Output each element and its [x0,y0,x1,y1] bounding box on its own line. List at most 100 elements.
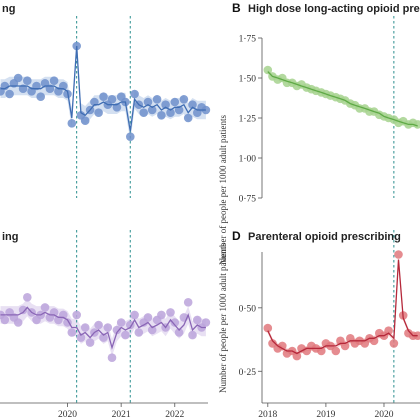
panel-b-y-tick-label: 0·75 [239,195,257,205]
panel-d-point [389,339,399,348]
panel-c-point [121,330,130,340]
panel-b-title: High dose long-acting opioid prescribi [248,3,420,15]
panel-c: ing 2020 2021 2022 [0,230,211,420]
panel-b-y-ticks: 1·75 1·50 1·25 1·00 0·75 [239,35,262,205]
panel-d-fitted-path [267,259,418,355]
panel-c-point [99,333,108,342]
panel-b-y-tick-label: 1·75 [239,35,257,45]
panel-d-letter: D [232,229,241,243]
panel-b-points [263,65,420,129]
panel-c-fitted-line [0,306,206,350]
panel-a-point [170,97,180,107]
panel-c-point [0,315,10,325]
panel-b-fitted-line [267,71,418,127]
panel-c-x-tick-label: 2021 [112,410,131,420]
panel-a-point [107,95,117,104]
panel-d-y-ticks: 0·50 0·25 [239,304,262,378]
panel-d-y-tick-label: 0·50 [239,304,257,314]
panel-a-fitted-line [0,45,206,132]
panel-d-point [384,326,393,336]
panel-b-y-axis-label: Number of people per 1000 adult patients [218,115,228,265]
panel-c-point [13,318,23,327]
panel-c-title: ing [2,231,19,243]
panel-c-point [112,325,122,335]
panel-c-point [72,310,81,320]
panel-a: ng [0,3,211,198]
panel-c-confidence-band [0,298,206,357]
panel-a-point [152,95,162,104]
panel-c-point [103,323,113,332]
panel-a-confidence-band [0,36,206,141]
panel-c-point [40,303,50,312]
panel-b: B High dose long-acting opioid prescribi… [218,1,420,265]
panel-c-point [157,310,166,320]
panel-d-y-axis-label: Number of people per 1000 adult patients [218,243,228,393]
panel-c-point [188,330,197,340]
panel-d-x-ticks: 2018 2019 2020 [258,403,394,420]
panel-a-title: ng [2,3,15,15]
panel-c-point [80,323,90,332]
panel-c-point [147,325,157,335]
panel-c-point [67,328,77,337]
panel-b-letter: B [232,1,241,15]
panel-c-point [193,315,202,325]
panel-c-point [166,308,175,317]
panel-d-point [292,351,302,361]
panel-d-point [263,323,273,333]
panel-a-point [94,108,103,117]
panel-d-point [394,250,403,259]
panel-c-point [183,298,193,307]
panel-b-point [263,65,273,75]
panel-c-x-tick-label: 2020 [58,410,77,420]
panel-b-point [413,120,420,129]
panel-c-point [94,320,103,330]
panel-a-point [139,108,148,117]
panel-a-point [161,100,170,109]
panel-d: D Parenteral opioid prescribing Number o… [218,229,420,420]
panel-a-points [0,41,211,141]
panel-c-x-ticks: 2020 2021 2022 [58,403,185,420]
panel-c-point [76,333,86,342]
panel-c-point [116,318,126,327]
panel-d-y-tick-label: 0·25 [239,368,257,378]
panel-a-point [157,111,166,120]
panel-b-y-tick-label: 1·25 [239,115,257,125]
panel-b-y-tick-label: 1·50 [239,75,257,85]
panel-c-point [134,328,144,337]
panel-a-point [130,89,139,99]
panel-a-point [183,113,193,123]
panel-a-point [166,108,175,117]
panel-d-fitted-line [267,259,418,355]
panel-a-point [67,119,77,128]
panel-a-point [80,116,90,125]
panel-c-point [201,318,211,327]
panel-c-point [18,305,28,315]
panel-d-point [331,346,341,356]
panel-a-point [99,92,108,101]
panel-d-x-tick-label: 2020 [374,410,393,420]
panel-d-x-tick-label: 2018 [258,410,277,420]
panel-c-point [174,328,184,337]
panel-a-point [143,97,153,107]
panel-c-fitted-path [0,306,206,350]
panel-a-point [147,105,157,115]
panel-a-point [13,73,23,83]
panel-c-point [107,353,117,363]
panel-a-point [126,132,135,141]
panel-d-x-tick-label: 2019 [316,410,335,420]
panel-a-band-area [0,36,206,141]
panel-b-y-tick-label: 1·00 [239,155,257,165]
panel-a-point [5,89,14,99]
panel-c-point [23,293,32,302]
panel-c-point [143,313,153,322]
panel-a-fitted-path [0,45,206,132]
panel-c-point [85,338,95,347]
panel-c-intervention-lines [76,230,131,403]
panel-c-point [130,310,139,320]
panel-c-band-area [0,298,206,357]
panel-a-point [23,76,32,85]
panel-a-point [188,100,197,109]
panel-a-point [49,76,59,85]
panel-c-x-tick-label: 2022 [165,410,184,420]
